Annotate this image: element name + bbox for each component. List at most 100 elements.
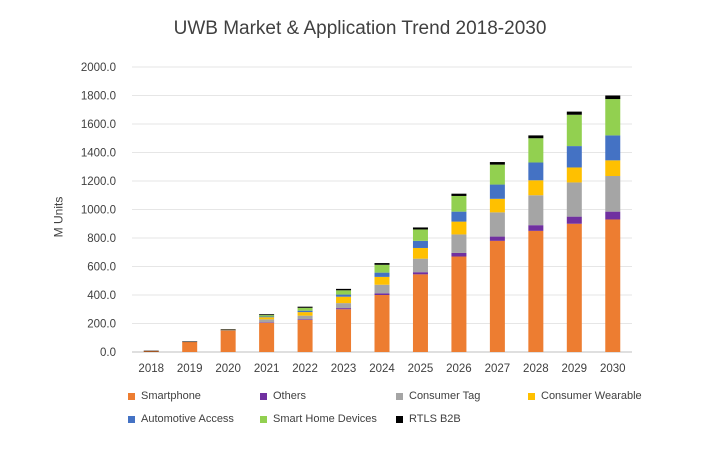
bar-smart-home-devices-2021 <box>259 315 275 317</box>
bar-others-2025 <box>412 272 428 275</box>
bar-smartphone-2024 <box>374 295 390 352</box>
bar-consumer-tag-2024 <box>374 284 390 294</box>
bar-smart-home-devices-2028 <box>528 138 544 163</box>
bar-rtls-b2b-2026 <box>451 193 467 196</box>
bar-smart-home-devices-2024 <box>374 264 390 273</box>
legend-swatch <box>396 415 403 423</box>
bar-consumer-tag-2028 <box>528 195 544 226</box>
bar-automotive-access-2023 <box>336 294 352 297</box>
legend-swatch <box>128 392 135 400</box>
bar-rtls-b2b-2019 <box>182 341 198 343</box>
legend-label: Smart Home Devices <box>273 413 377 425</box>
legend-item: Consumer Tag <box>396 390 480 402</box>
bar-consumer-tag-2025 <box>412 258 428 273</box>
bar-automotive-access-2021 <box>259 316 275 318</box>
x-tick-label: 2026 <box>446 363 472 375</box>
bar-consumer-wearable-2029 <box>566 167 582 183</box>
bar-smartphone-2028 <box>528 230 544 352</box>
bar-consumer-wearable-2021 <box>259 317 275 320</box>
legend-swatch <box>128 415 135 423</box>
legend-label: Consumer Wearable <box>541 390 642 402</box>
legend-swatch <box>396 392 403 400</box>
bar-rtls-b2b-2028 <box>528 135 544 139</box>
bar-rtls-b2b-2020 <box>220 329 236 330</box>
legend-label: Smartphone <box>141 390 201 402</box>
bar-others-2027 <box>489 236 505 241</box>
bar-automotive-access-2030 <box>605 135 621 161</box>
legend-item: Others <box>260 390 306 402</box>
bar-automotive-access-2028 <box>528 162 544 181</box>
legend-item: Smartphone <box>128 390 201 402</box>
bar-consumer-wearable-2026 <box>451 221 467 235</box>
bar-smart-home-devices-2023 <box>336 290 352 295</box>
bar-smartphone-2026 <box>451 256 467 352</box>
x-tick-label: 2023 <box>331 363 357 375</box>
bar-automotive-access-2022 <box>297 310 313 313</box>
legend-item: Consumer Wearable <box>528 390 642 402</box>
legend-label: RTLS B2B <box>409 413 461 425</box>
x-tick-label: 2030 <box>600 363 626 375</box>
bar-consumer-wearable-2024 <box>374 276 390 285</box>
bar-smartphone-2023 <box>336 309 352 352</box>
bar-consumer-wearable-2020 <box>220 329 236 331</box>
bar-smartphone-2019 <box>182 341 198 352</box>
y-tick-label: 1400.0 <box>81 148 116 160</box>
bar-smartphone-2021 <box>259 322 275 352</box>
x-tick-label: 2020 <box>215 363 241 375</box>
bar-automotive-access-2025 <box>412 240 428 248</box>
bar-automotive-access-2026 <box>451 211 467 222</box>
x-tick-label: 2028 <box>523 363 549 375</box>
bar-rtls-b2b-2027 <box>489 162 505 165</box>
y-tick-label: 1800.0 <box>81 91 116 103</box>
legend-swatch <box>528 392 535 400</box>
bar-others-2022 <box>297 319 313 320</box>
y-tick-label: 1200.0 <box>81 176 116 188</box>
bar-consumer-wearable-2022 <box>297 312 313 316</box>
x-tick-label: 2018 <box>138 363 164 375</box>
x-tick-label: 2021 <box>254 363 280 375</box>
bar-consumer-wearable-2027 <box>489 198 505 213</box>
bar-others-2029 <box>566 216 582 224</box>
legend-label: Consumer Tag <box>409 390 481 402</box>
bar-smartphone-2029 <box>566 223 582 352</box>
legend-swatch <box>260 415 267 423</box>
bar-consumer-tag-2026 <box>451 234 467 253</box>
y-tick-label: 0.0 <box>100 347 116 359</box>
bar-automotive-access-2024 <box>374 272 390 277</box>
bar-consumer-wearable-2030 <box>605 160 621 177</box>
bar-smartphone-2025 <box>412 274 428 352</box>
bar-smart-home-devices-2030 <box>605 99 621 136</box>
y-tick-label: 200.0 <box>87 319 116 331</box>
x-tick-label: 2027 <box>485 363 511 375</box>
bar-rtls-b2b-2025 <box>412 227 428 230</box>
y-tick-label: 800.0 <box>87 233 116 245</box>
bar-others-2023 <box>336 308 352 310</box>
bar-rtls-b2b-2023 <box>336 288 352 291</box>
bar-automotive-access-2029 <box>566 146 582 168</box>
bar-consumer-tag-2029 <box>566 182 582 217</box>
bar-smart-home-devices-2029 <box>566 114 582 147</box>
y-tick-label: 400.0 <box>87 290 116 302</box>
bar-others-2024 <box>374 293 390 295</box>
legend-label: Others <box>273 390 307 402</box>
bar-others-2026 <box>451 252 467 257</box>
bar-smart-home-devices-2022 <box>297 307 313 311</box>
legend-label: Automotive Access <box>141 413 234 425</box>
bar-automotive-access-2027 <box>489 184 505 199</box>
bar-smart-home-devices-2025 <box>412 229 428 241</box>
x-tick-label: 2019 <box>177 363 203 375</box>
x-tick-label: 2022 <box>292 363 318 375</box>
bar-others-2021 <box>259 322 275 323</box>
bar-smart-home-devices-2026 <box>451 195 467 212</box>
chart-title: UWB Market & Application Trend 2018-2030 <box>173 18 547 39</box>
y-tick-label: 600.0 <box>87 262 116 274</box>
legend-swatch <box>260 392 267 400</box>
bar-rtls-b2b-2018 <box>143 350 159 352</box>
bar-rtls-b2b-2021 <box>259 314 275 316</box>
bar-rtls-b2b-2030 <box>605 95 621 100</box>
bar-smartphone-2020 <box>220 330 236 352</box>
legend-item: Smart Home Devices <box>260 413 377 425</box>
bar-smartphone-2027 <box>489 240 505 352</box>
bar-rtls-b2b-2022 <box>297 306 313 308</box>
bar-rtls-b2b-2029 <box>566 111 582 115</box>
